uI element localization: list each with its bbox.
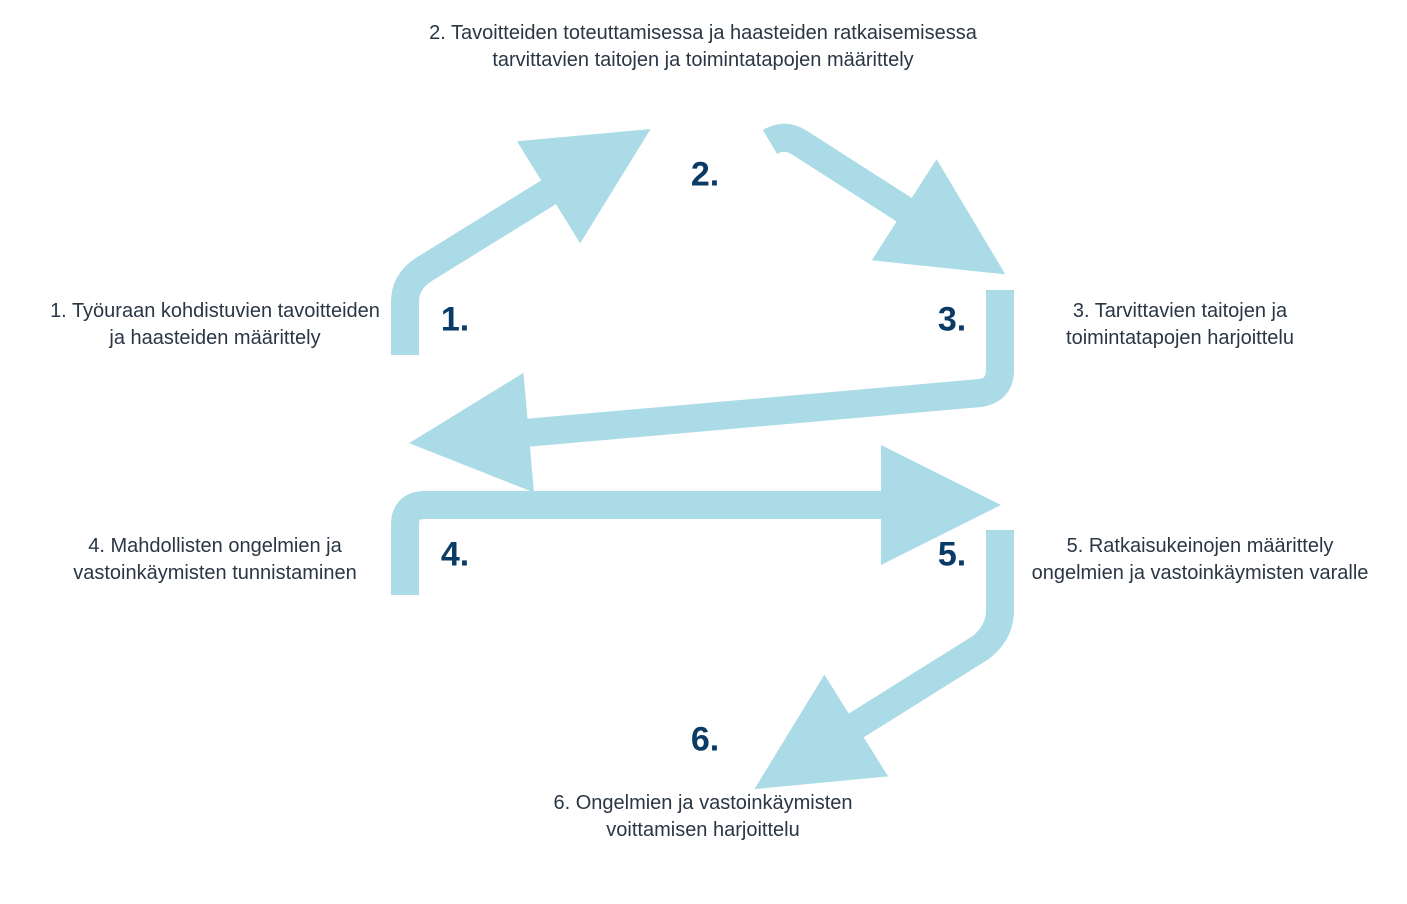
- step-number-n1: 1.: [441, 301, 469, 340]
- step-number-n2: 2.: [691, 156, 719, 195]
- step-number-n3: 3.: [938, 301, 966, 340]
- flow-arrow: [405, 505, 965, 595]
- step-number-n4: 4.: [441, 536, 469, 575]
- step-caption-n2: 2. Tavoitteiden toteuttamisessa ja haast…: [383, 20, 1023, 74]
- step-caption-n5: 5. Ratkaisukeinojen määrittely ongelmien…: [1020, 533, 1380, 587]
- step-caption-n3: 3. Tarvittavien taitojen ja toimintatapo…: [1025, 298, 1335, 352]
- flow-arrow: [405, 148, 620, 355]
- step-caption-n6: 6. Ongelmien ja vastoinkäymisten voittam…: [503, 790, 903, 844]
- flow-arrow: [770, 138, 975, 255]
- arrow-layer: [0, 0, 1407, 904]
- step-caption-n4: 4. Mahdollisten ongelmien ja vastoinkäym…: [50, 533, 380, 587]
- step-number-n5: 5.: [938, 536, 966, 575]
- step-number-n6: 6.: [691, 721, 719, 760]
- flow-arrow: [445, 290, 1000, 440]
- flow-arrow: [785, 530, 1000, 770]
- process-diagram: 1. 1. Työuraan kohdistuvien tavoitteiden …: [0, 0, 1407, 904]
- step-caption-n1: 1. Työuraan kohdistuvien tavoitteiden ja…: [50, 298, 380, 352]
